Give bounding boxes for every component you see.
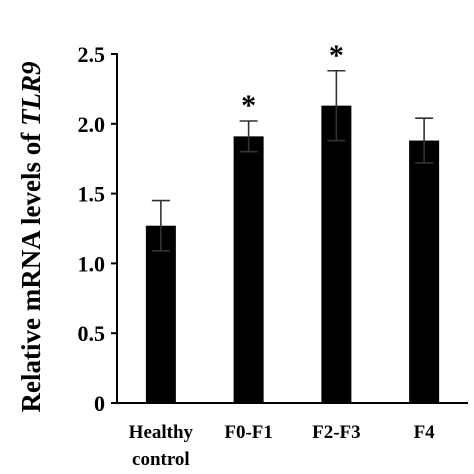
- bar: [409, 140, 440, 403]
- y-tick-label: 2.5: [78, 42, 106, 67]
- x-tick-label: control: [132, 449, 190, 470]
- plot-area: 0 0.5 1.0 1.5 2.0 2.5 Healthy control * F0-F1 * F2-…: [78, 39, 468, 470]
- bar: [145, 225, 176, 403]
- significance-marker: *: [241, 89, 256, 122]
- x-tick-label: F4: [414, 422, 436, 443]
- x-tick-label: F0-F1: [224, 422, 273, 443]
- y-axis-label-gene: TLR9: [16, 61, 46, 126]
- x-tick-label: F2-F3: [312, 422, 361, 443]
- y-tick-label: 1.0: [78, 251, 106, 276]
- y-tick-label: 0: [94, 391, 105, 416]
- bar: [233, 136, 264, 403]
- y-tick-label: 2.0: [78, 112, 106, 137]
- bar: [321, 105, 352, 403]
- y-axis-label: Relative mRNA levels of TLR9: [16, 61, 46, 412]
- x-tick-label: Healthy: [129, 422, 194, 443]
- y-tick-label: 0.5: [78, 321, 106, 346]
- significance-marker: *: [329, 39, 344, 72]
- y-tick-label: 1.5: [78, 182, 106, 207]
- y-axis-label-prefix: Relative mRNA levels of: [16, 126, 46, 412]
